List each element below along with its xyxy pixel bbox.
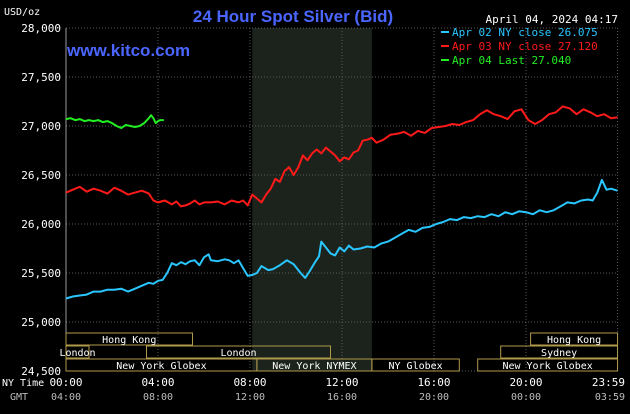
x-tick-label-ny: 20:00 bbox=[509, 376, 542, 389]
y-tick-label: 27,500 bbox=[21, 71, 61, 84]
x-tick-label-ny: 00:00 bbox=[49, 376, 82, 389]
x-tick-label-ny: 16:00 bbox=[417, 376, 450, 389]
x-tick-label-gmt: 08:00 bbox=[143, 392, 173, 403]
session-bar: NY Globex bbox=[371, 358, 460, 372]
legend-label: Apr 03 NY close 27.120 bbox=[452, 40, 598, 53]
x-axis-label-gmt: GMT bbox=[10, 392, 28, 403]
session-bar-box bbox=[65, 332, 193, 346]
y-tick-label: 26,000 bbox=[21, 218, 61, 231]
x-tick-label-gmt: 20:00 bbox=[419, 392, 449, 403]
session-label: London bbox=[59, 348, 95, 359]
legend-entry: Apr 02 NY close 26.075 bbox=[441, 26, 598, 39]
session-bar-box bbox=[530, 332, 619, 346]
session-label: NY Globex bbox=[389, 361, 443, 372]
session-bar: London bbox=[59, 345, 96, 359]
unit-label: USD/oz bbox=[4, 7, 40, 18]
y-tick-label: 24,500 bbox=[21, 365, 61, 378]
session-bar: Sydney bbox=[500, 345, 619, 359]
x-tick-label-gmt: 00:00 bbox=[511, 392, 541, 403]
trading-sessions: Hong Kong Hong Kong London London Sydney New … bbox=[59, 332, 619, 372]
date-stamp: April 04, 2024 04:17 bbox=[486, 13, 618, 26]
legend-label: Apr 02 NY close 26.075 bbox=[452, 26, 598, 39]
price-series bbox=[65, 105, 618, 300]
chart-title: 24 Hour Spot Silver (Bid) bbox=[193, 7, 393, 26]
legend-label: Apr 04 Last 27.040 bbox=[452, 54, 571, 67]
y-tick-label: 26,500 bbox=[21, 169, 61, 182]
y-tick-label: 27,000 bbox=[21, 120, 61, 133]
x-tick-label-ny: 08:00 bbox=[233, 376, 266, 389]
session-label: Hong Kong bbox=[102, 335, 156, 346]
session-bar-box bbox=[65, 345, 90, 359]
series-line-1 bbox=[65, 178, 618, 300]
axes: 24,500 25,000 25,500 26,000 26,500 27,000 27,5… bbox=[2, 22, 625, 403]
y-tick-label: 25,500 bbox=[21, 267, 61, 280]
session-label: Hong Kong bbox=[547, 335, 601, 346]
session-bar: Hong Kong bbox=[65, 332, 193, 346]
x-tick-label-ny: 23:59 bbox=[592, 376, 625, 389]
series-line-3 bbox=[65, 114, 164, 129]
legend-entry: Apr 04 Last 27.040 bbox=[441, 54, 571, 67]
x-tick-label-gmt: 16:00 bbox=[327, 392, 357, 403]
series-line-2 bbox=[65, 105, 618, 208]
session-bar: New York Globex bbox=[477, 358, 619, 372]
x-tick-label-gmt: 04:00 bbox=[51, 392, 81, 403]
x-tick-label-ny: 12:00 bbox=[325, 376, 358, 389]
session-label: London bbox=[220, 348, 256, 359]
x-axis-label-ny: NY Time bbox=[2, 378, 44, 389]
y-tick-label: 28,000 bbox=[21, 22, 61, 35]
grid-layer bbox=[65, 27, 619, 372]
session-label: Sydney bbox=[541, 348, 577, 359]
x-tick-label-gmt: 12:00 bbox=[235, 392, 265, 403]
x-tick-label-gmt: 03:59 bbox=[595, 392, 625, 403]
nymex-session-shade bbox=[252, 28, 372, 371]
session-bar-box bbox=[477, 358, 619, 372]
x-tick-label-ny: 04:00 bbox=[141, 376, 174, 389]
session-label: New York Globex bbox=[116, 361, 206, 372]
website-watermark: www.kitco.com bbox=[66, 41, 190, 60]
session-bar-box bbox=[146, 345, 331, 359]
session-label: New York Globex bbox=[502, 361, 592, 372]
session-bar-box bbox=[371, 358, 460, 372]
legend-entry: Apr 03 NY close 27.120 bbox=[441, 40, 598, 53]
session-bar: New York NYMEX bbox=[256, 358, 373, 372]
session-bar: Hong Kong bbox=[530, 332, 619, 346]
session-bar: London bbox=[146, 345, 331, 359]
session-bar-box bbox=[500, 345, 619, 359]
y-tick-label: 25,000 bbox=[21, 316, 61, 329]
nymex-shade-layer bbox=[252, 28, 372, 371]
session-label: New York NYMEX bbox=[272, 361, 356, 372]
